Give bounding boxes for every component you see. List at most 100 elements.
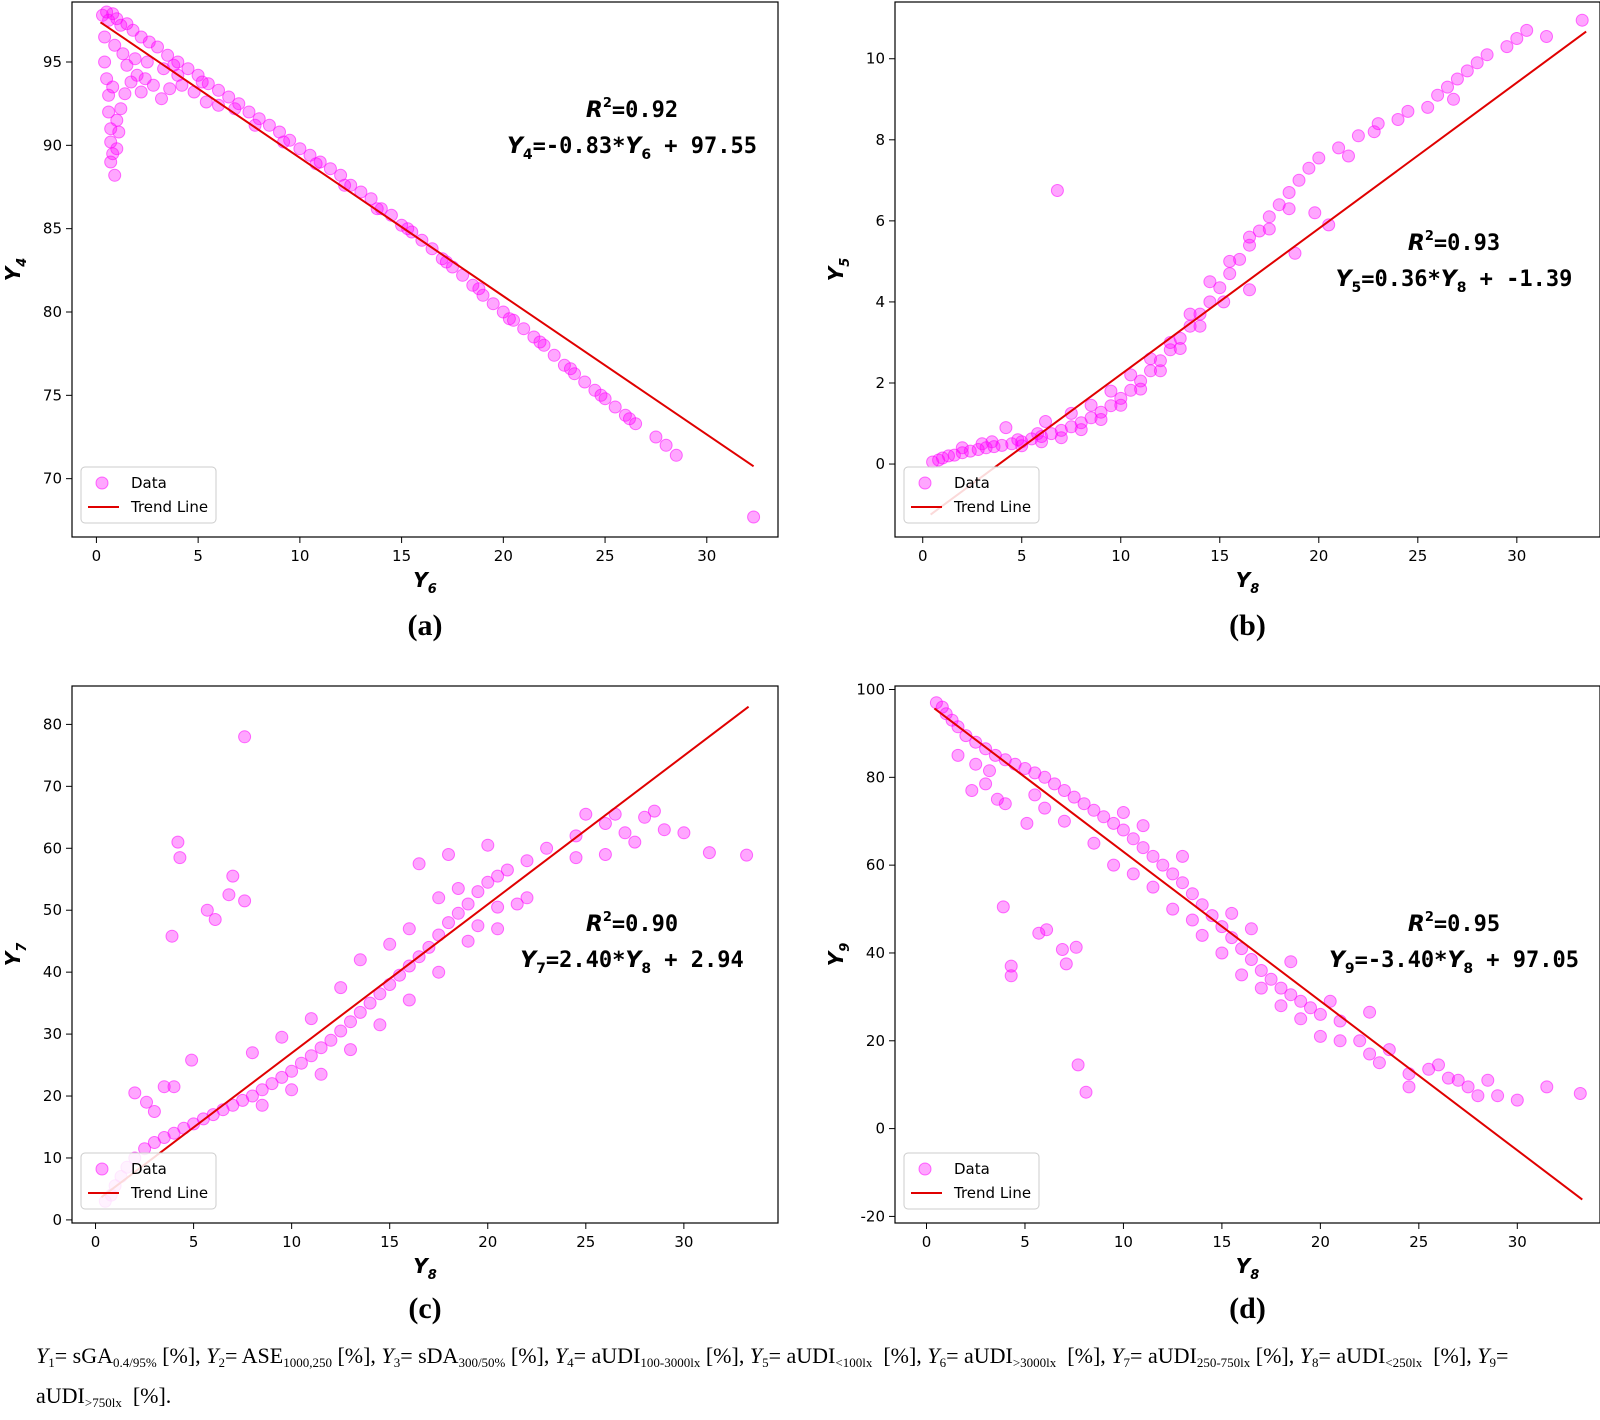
data-point (1282, 186, 1296, 199)
data-point (1235, 968, 1249, 982)
data-point (998, 797, 1012, 811)
data-point (200, 903, 214, 917)
data-point (1038, 770, 1052, 784)
y-tick-label: 10 (43, 1149, 62, 1167)
data-point (955, 446, 969, 460)
x-tick-label: 25 (1408, 547, 1427, 565)
data-point (979, 777, 993, 791)
x-tick-label: 0 (918, 547, 928, 565)
data-point (1447, 92, 1460, 106)
data-point (1500, 40, 1514, 54)
data-point (102, 105, 116, 119)
data-point (412, 857, 426, 871)
data-point (1183, 307, 1197, 321)
data-point (451, 882, 465, 895)
legend-data-label: Data (954, 1160, 990, 1178)
y-axis-label: Y4 (1, 258, 30, 282)
data-point (1166, 902, 1180, 916)
data-point (471, 919, 485, 933)
caption-item: Y6= aUDI>3000lx [%], (927, 1343, 1112, 1370)
y-tick-label: 90 (43, 136, 62, 154)
data-point (1254, 964, 1268, 977)
data-point (1432, 1058, 1445, 1072)
data-point (1302, 161, 1316, 175)
r-squared-annotation: R2=0.93 (1408, 229, 1500, 256)
x-tick-label: 0 (92, 547, 102, 565)
y-tick-label: 20 (866, 1032, 885, 1050)
data-point (102, 88, 116, 102)
data-point (1124, 383, 1138, 397)
legend-data-label: Data (131, 474, 167, 492)
data-point (540, 841, 554, 855)
data-point (1304, 1001, 1317, 1015)
data-point (1431, 88, 1445, 102)
data-point (402, 959, 416, 973)
x-axis-label: Y6 (413, 568, 437, 597)
data-point (1104, 399, 1118, 413)
data-point (1153, 364, 1167, 378)
data-point (98, 30, 112, 44)
data-point (1087, 836, 1101, 850)
data-point (275, 1030, 289, 1044)
data-point (373, 1018, 387, 1032)
panel-label: (c) (408, 1292, 441, 1325)
data-point (1032, 926, 1046, 940)
data-point (1460, 64, 1474, 78)
data-point (1282, 202, 1296, 216)
x-tick-label: 30 (674, 1233, 693, 1251)
data-point (1124, 368, 1138, 382)
data-point (212, 98, 225, 112)
data-point (1185, 913, 1199, 927)
data-point (1067, 790, 1081, 804)
y-tick-label: 6 (875, 212, 885, 230)
data-point (252, 112, 266, 126)
legend-data-marker (95, 476, 109, 490)
data-point (502, 312, 516, 326)
data-point (1520, 23, 1534, 37)
y-tick-label: 80 (43, 303, 62, 321)
r-squared-annotation: R2=0.95 (1408, 910, 1500, 937)
data-point (293, 142, 307, 156)
data-point (996, 900, 1010, 914)
data-point (1243, 230, 1256, 244)
data-point (1575, 13, 1589, 27)
data-point (1087, 803, 1101, 817)
data-point (955, 441, 969, 455)
data-point (1540, 30, 1553, 43)
data-point (106, 80, 120, 94)
trend-line (933, 707, 1583, 1201)
data-point (975, 437, 989, 451)
data-point (245, 1089, 259, 1103)
data-point (1274, 999, 1288, 1013)
data-point (140, 1095, 153, 1109)
data-point (222, 90, 236, 104)
data-point (191, 68, 205, 82)
data-point (208, 913, 222, 926)
data-point (564, 362, 577, 376)
data-point (114, 102, 128, 116)
data-point (1451, 1073, 1465, 1087)
data-point (1262, 222, 1276, 236)
legend: Data Trend Line (80, 466, 217, 524)
data-point (1193, 319, 1207, 333)
legend-trend-label: Trend Line (130, 1184, 208, 1202)
data-point (1342, 149, 1355, 163)
data-point (1401, 104, 1415, 118)
data-point (1294, 1012, 1308, 1026)
data-point (547, 348, 561, 362)
data-point (1213, 281, 1227, 295)
regression-equation: Y5=0.36*Y8 + -1.39 (1336, 267, 1573, 296)
data-point (285, 1083, 299, 1097)
data-point (491, 900, 505, 914)
y-tick-label: 60 (43, 839, 62, 857)
data-point (517, 322, 531, 336)
data-point (1163, 343, 1177, 357)
data-point (151, 40, 164, 54)
data-point (677, 826, 691, 840)
data-point (1176, 876, 1189, 890)
regression-equation: Y7=2.40*Y8 + 2.94 (520, 948, 744, 977)
data-point (373, 987, 387, 1001)
data-point (1028, 788, 1042, 802)
data-point (618, 826, 632, 840)
x-axis-label: Y8 (1236, 568, 1260, 597)
